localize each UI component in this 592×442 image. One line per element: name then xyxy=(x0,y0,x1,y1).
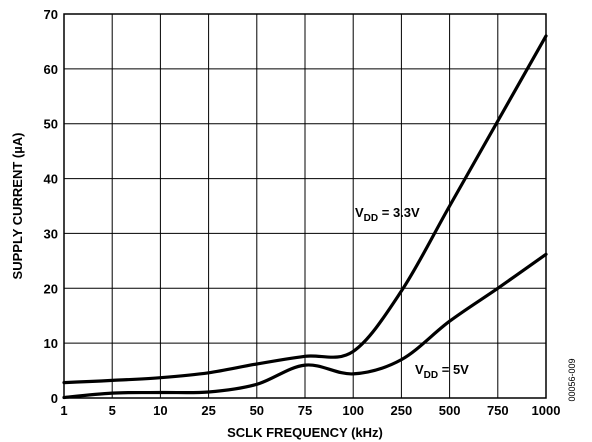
series-label-vdd-5v: VDD = 5V xyxy=(415,362,469,381)
x-tick-label: 500 xyxy=(439,403,461,418)
y-tick-labels: 0 10 20 30 40 50 60 70 xyxy=(44,7,58,406)
x-tick-label: 250 xyxy=(391,403,413,418)
y-tick-label: 40 xyxy=(44,172,58,187)
y-tick-label: 20 xyxy=(44,281,58,296)
y-tick-label: 10 xyxy=(44,336,58,351)
x-tick-labels: 1 5 10 25 50 75 100 250 500 750 1000 xyxy=(60,403,560,418)
series-label-vdd-3v3: VDD = 3.3V xyxy=(355,205,420,224)
y-tick-label: 30 xyxy=(44,226,58,241)
vertical-gridlines xyxy=(111,14,499,398)
x-axis-title: SCLK FREQUENCY (kHz) xyxy=(227,425,383,440)
x-tick-label: 100 xyxy=(342,403,364,418)
y-tick-label: 0 xyxy=(51,391,58,406)
series-line-vdd-3v3 xyxy=(62,34,548,385)
x-tick-label: 75 xyxy=(298,403,312,418)
y-axis-title: SUPPLY CURRENT (µA) xyxy=(10,133,25,280)
figure-code: 00056-009 xyxy=(567,358,577,401)
plot-frame xyxy=(63,13,547,399)
y-tick-label: 70 xyxy=(44,7,58,22)
x-tick-label: 1000 xyxy=(532,403,561,418)
x-tick-label: 25 xyxy=(201,403,215,418)
x-tick-label: 750 xyxy=(487,403,509,418)
series-line-vdd-5v xyxy=(62,252,548,400)
x-tick-label: 10 xyxy=(153,403,167,418)
x-tick-label: 1 xyxy=(60,403,67,418)
y-tick-label: 50 xyxy=(44,117,58,132)
x-tick-label: 50 xyxy=(250,403,264,418)
y-tick-label: 60 xyxy=(44,62,58,77)
x-tick-label: 5 xyxy=(109,403,116,418)
series-curves xyxy=(62,34,548,400)
